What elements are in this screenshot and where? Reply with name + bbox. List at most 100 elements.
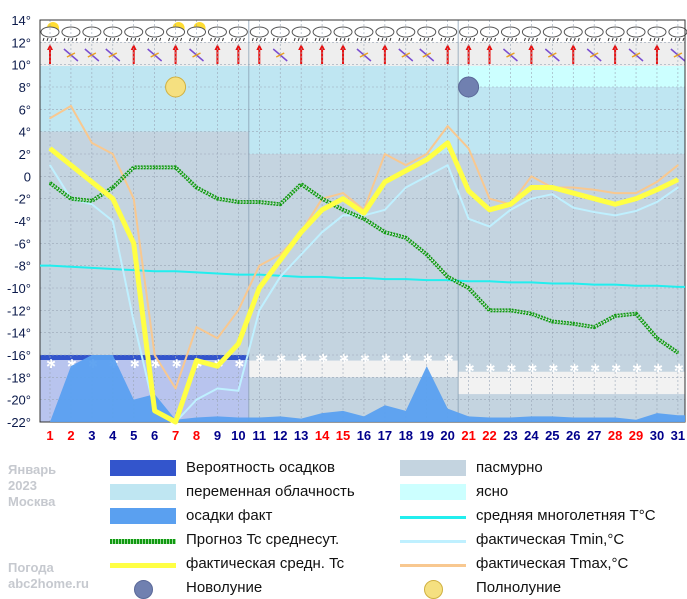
y-tick-label: 12° [11, 35, 31, 50]
legend-swatch-full_moon [424, 580, 443, 599]
point-tmax [405, 164, 407, 166]
point-tmax [656, 181, 658, 183]
snowflake-icon: ✱ [444, 351, 454, 365]
point-normal [153, 270, 156, 273]
rain-drop-icon [461, 37, 464, 42]
x-tick-label: 27 [587, 428, 601, 443]
x-tick-label: 28 [608, 428, 622, 443]
wind-arrow-head-icon [47, 44, 53, 50]
wind-arrow-head-icon [298, 44, 305, 50]
rain-drop-icon [314, 37, 317, 42]
rain-drop-icon [46, 37, 49, 42]
y-tick-label: 10° [11, 58, 31, 73]
point-tmin [677, 186, 679, 189]
point-actual_avg [488, 209, 491, 211]
y-tick-label: -14° [7, 326, 31, 341]
rain-drop-icon [440, 37, 443, 42]
rain-drop-icon [598, 37, 601, 42]
rain-drop-icon [510, 37, 513, 42]
point-normal [467, 280, 470, 283]
rain-drop-icon [209, 37, 212, 42]
wind-arrow-head-icon [381, 44, 388, 50]
point-normal [530, 281, 533, 284]
rain-drop-icon [661, 37, 664, 42]
rain-drop-icon [611, 37, 614, 42]
point-tmax [49, 117, 51, 120]
rain-drop-icon [255, 37, 258, 42]
legend-label-new_moon: Новолуние [186, 579, 263, 596]
legend-swatch-variable [110, 484, 176, 500]
rain-drop-icon [193, 37, 195, 42]
snowflake-icon: ✱ [67, 357, 77, 371]
rain-drop-icon [251, 37, 254, 42]
wind-arrow-icon [589, 52, 599, 58]
rain-drop-icon [284, 37, 287, 42]
wind-arrow-icon [150, 52, 159, 58]
rain-drop-icon [490, 37, 493, 42]
y-tick-label: 8° [19, 80, 31, 95]
point-forecast [132, 166, 135, 169]
rain-drop-icon [398, 37, 401, 42]
point-normal [91, 267, 93, 269]
year-label: 2023 [8, 478, 37, 493]
rain-drop-icon [682, 37, 685, 42]
wind-arrow-icon [673, 52, 683, 58]
point-actual_avg [216, 365, 219, 367]
point-tmax [70, 105, 72, 107]
rain-drop-icon [238, 37, 241, 42]
rain-drop-icon [569, 37, 572, 42]
point-actual_avg [509, 203, 512, 206]
rain-drop-icon [486, 37, 489, 42]
rain-drop-icon [168, 37, 171, 42]
point-normal [384, 278, 386, 280]
rain-drop-icon [452, 37, 455, 42]
rain-drop-icon [155, 37, 158, 42]
wind-arrow-head-icon [340, 44, 347, 50]
rain-drop-icon [326, 37, 329, 42]
snowflake-icon: ✱ [402, 351, 412, 365]
x-tick-label: 12 [273, 428, 287, 443]
rain-drop-icon [117, 37, 120, 42]
point-tmin [111, 220, 114, 222]
point-tmax [614, 192, 616, 194]
point-tmin [91, 203, 93, 206]
rain-drop-icon [280, 37, 283, 42]
point-normal [49, 264, 51, 267]
rain-drop-icon [322, 37, 325, 42]
rain-drop-icon [42, 37, 45, 42]
rain-drop-icon [406, 37, 409, 42]
point-forecast [216, 197, 219, 200]
x-tick-label: 8 [193, 428, 200, 443]
point-normal [488, 280, 491, 283]
wind-arrow-head-icon [570, 44, 577, 50]
wind-arrow-icon [275, 52, 285, 58]
legend-swatch-forecast [110, 539, 176, 544]
point-forecast [300, 183, 302, 185]
point-normal [363, 277, 365, 279]
rain-drop-icon [360, 37, 363, 42]
point-normal [635, 284, 637, 287]
point-forecast [509, 309, 512, 312]
rain-drop-icon [71, 37, 74, 42]
x-tick-label: 4 [109, 428, 117, 443]
x-tick-label: 25 [545, 428, 559, 443]
wind-arrow-head-icon [444, 44, 451, 50]
point-tmin [321, 231, 323, 233]
point-tmax [237, 309, 240, 312]
x-tick-label: 31 [671, 428, 685, 443]
precip-area [40, 355, 685, 422]
cloud-band-variable [458, 87, 685, 154]
point-actual_avg [635, 197, 637, 200]
point-tmax [111, 153, 114, 155]
snowflake-icon: ✱ [381, 351, 391, 365]
rain-drop-icon [636, 37, 639, 42]
point-forecast [384, 231, 386, 233]
legend-label-clear: ясно [476, 483, 509, 500]
rain-drop-icon [402, 37, 405, 42]
point-tmax [195, 326, 198, 328]
snowflake-icon: ✱ [506, 361, 516, 375]
wind-arrow-head-icon [612, 44, 619, 50]
point-forecast [342, 209, 344, 211]
snowflake-icon: ✱ [653, 361, 663, 375]
cloud-band-clear [458, 64, 685, 87]
